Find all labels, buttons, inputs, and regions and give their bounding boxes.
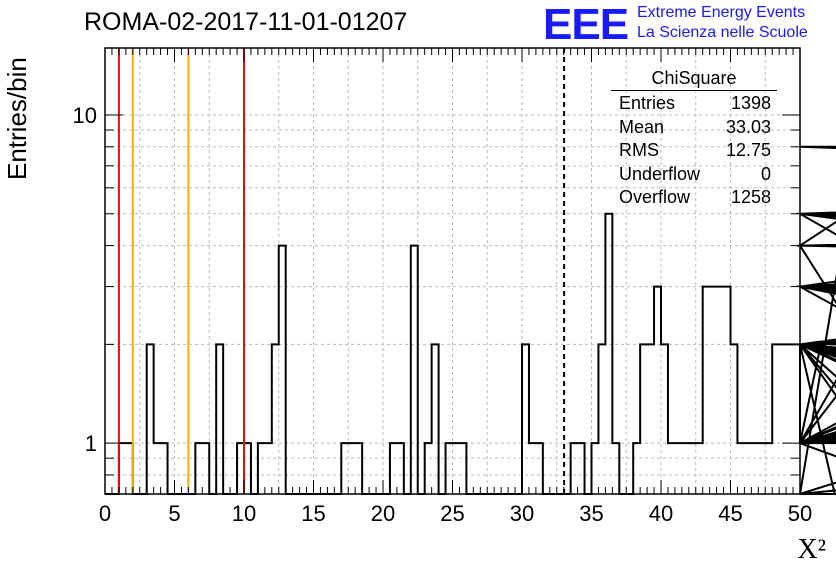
y-tick-label: 10 <box>73 103 97 128</box>
stats-row-mean: Mean 33.03 <box>611 116 777 140</box>
x-axis-label: X² <box>797 534 826 565</box>
x-tick-label: 20 <box>371 501 395 526</box>
stats-row-entries: Entries 1398 <box>611 92 777 116</box>
stats-label: RMS <box>619 140 659 160</box>
stats-value: 12.75 <box>725 140 771 160</box>
stats-row-underflow: Underflow 0 <box>611 163 777 187</box>
x-tick-label: 25 <box>440 501 464 526</box>
x-tick-label: 15 <box>301 501 325 526</box>
x-tick-label: 0 <box>99 501 111 526</box>
logo-line-1: Extreme Energy Events <box>637 4 806 21</box>
x-tick-label: 10 <box>232 501 256 526</box>
x-tick-label: 50 <box>788 501 812 526</box>
y-axis-label: Entries/bin <box>2 57 32 180</box>
stats-label: Mean <box>619 116 665 137</box>
x-tick-label: 45 <box>718 501 742 526</box>
x-tick-label: 30 <box>510 501 534 526</box>
stats-label: Overflow <box>619 187 691 207</box>
stats-value: 33.03 <box>725 116 771 137</box>
x-tick-label: 5 <box>168 501 180 526</box>
logo-line-2: La Scienza nelle Scuole <box>637 24 808 41</box>
stats-label: Underflow <box>619 163 701 184</box>
stats-row-rms: RMS 12.75 <box>611 139 777 163</box>
x-tick-label: 40 <box>649 501 673 526</box>
chart-title: ROMA-02-2017-11-01-01207 <box>84 8 408 36</box>
eee-logo: EEE <box>543 0 629 49</box>
stats-title: ChiSquare <box>611 68 777 91</box>
stats-value: 1398 <box>730 93 771 113</box>
stats-value: 1258 <box>730 187 771 207</box>
x-tick-label: 35 <box>579 501 603 526</box>
stats-label: Entries <box>619 93 676 113</box>
stats-box: ChiSquare Entries 1398 Mean 33.03 RMS 12… <box>611 68 777 210</box>
y-tick-label: 1 <box>85 431 97 456</box>
stats-row-overflow: Overflow 1258 <box>611 186 777 210</box>
histogram-series <box>105 145 836 495</box>
stats-value: 0 <box>760 163 771 184</box>
